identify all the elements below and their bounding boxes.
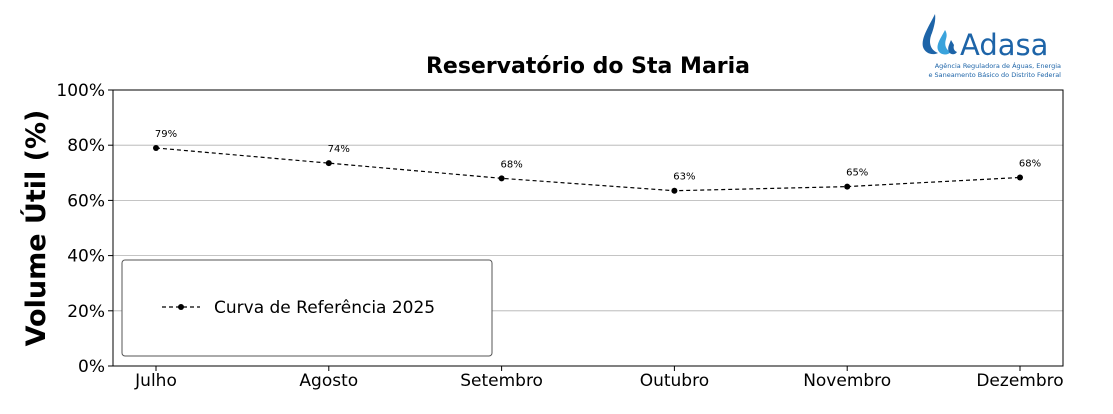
chart-title: Reservatório do Sta Maria <box>426 54 750 79</box>
y-tick-label-80: 80% <box>67 136 105 156</box>
logo-tagline-2: e Saneamento Básico do Distrito Federal <box>928 71 1061 79</box>
y-tick-label-60: 60% <box>67 191 105 211</box>
y-tick-label-20: 20% <box>67 302 105 322</box>
data-label-0: 79% <box>155 129 177 140</box>
data-point-3 <box>671 187 678 194</box>
series-curva-referencia <box>153 144 1023 194</box>
x-tick-label-dezembro: Dezembro <box>976 371 1063 391</box>
y-tick-label-100: 100% <box>56 81 105 101</box>
y-tick-label-0: 0% <box>78 357 105 377</box>
y-axis-ticks: 0% 20% 40% 60% 80% 100% <box>56 81 113 377</box>
x-tick-label-setembro: Setembro <box>460 371 543 391</box>
x-tick-label-julho: Julho <box>134 371 177 391</box>
y-tick-label-40: 40% <box>67 247 105 267</box>
water-drop-icon <box>922 14 957 55</box>
adasa-logo: Adasa Agência Reguladora de Águas, Energ… <box>922 14 1061 79</box>
legend-marker <box>178 304 184 310</box>
data-point-5 <box>1017 174 1023 181</box>
logo-tagline-1: Agência Reguladora de Águas, Energia <box>935 61 1061 70</box>
y-axis-label: Volume Útil (%) <box>20 110 52 347</box>
data-label-4: 65% <box>846 168 868 179</box>
data-labels: 79% 74% 68% 63% 65% 68% <box>155 129 1041 183</box>
plot-frame <box>112 89 1064 367</box>
data-label-3: 63% <box>673 172 695 183</box>
legend-box <box>121 259 493 357</box>
logo-wordmark: Adasa <box>960 28 1048 62</box>
legend: Curva de Referência 2025 <box>121 259 493 357</box>
series-line <box>155 147 1021 192</box>
data-point-0 <box>153 144 159 151</box>
x-tick-label-agosto: Agosto <box>299 371 358 391</box>
data-label-2: 68% <box>500 159 522 170</box>
gridlines <box>113 144 1063 312</box>
legend-entry-label: Curva de Referência 2025 <box>214 298 435 318</box>
data-point-1 <box>325 160 332 167</box>
data-point-2 <box>498 175 505 182</box>
x-tick-label-outubro: Outubro <box>640 371 709 391</box>
data-point-4 <box>844 183 851 190</box>
data-label-5: 68% <box>1019 158 1041 169</box>
x-tick-label-novembro: Novembro <box>803 371 891 391</box>
x-axis-ticks: Julho Agosto Setembro Outubro Novembro Dezemb… <box>134 366 1064 391</box>
data-label-1: 74% <box>328 144 350 155</box>
